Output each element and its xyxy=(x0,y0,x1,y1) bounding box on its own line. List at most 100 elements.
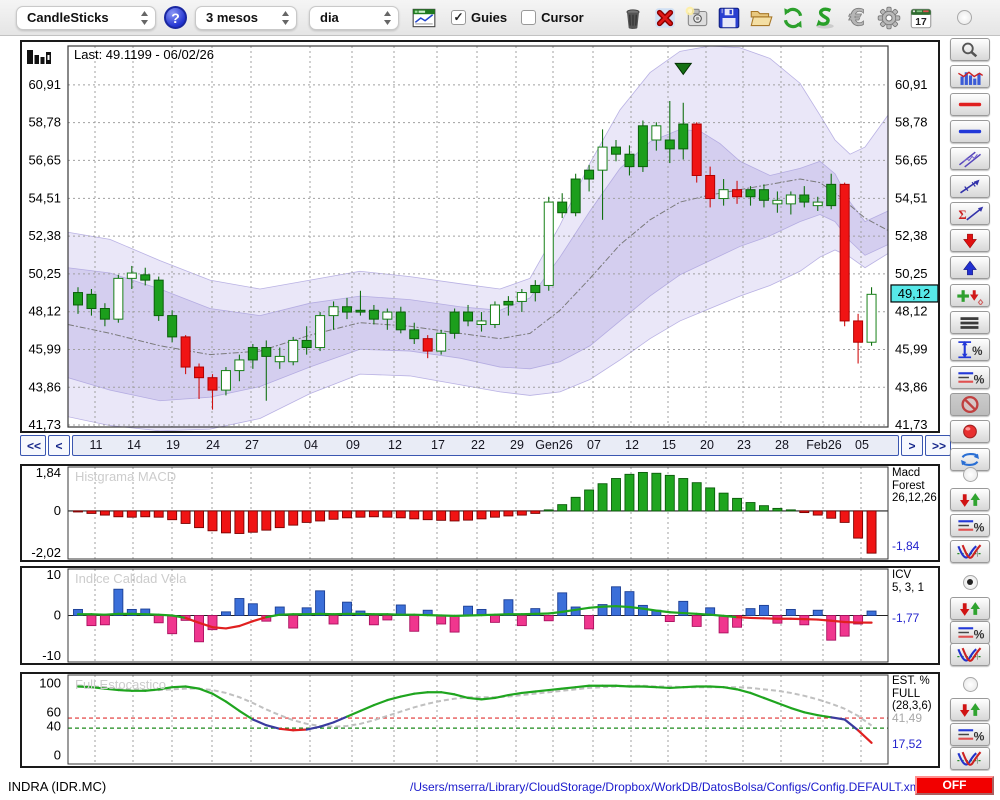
icv-signals-button[interactable] xyxy=(950,597,990,620)
period-select[interactable]: 3 mesos xyxy=(195,5,297,30)
indicator-chart-button[interactable] xyxy=(950,65,990,89)
checkbox-box[interactable]: ✓ xyxy=(451,10,466,25)
vertical-percent-button[interactable]: % xyxy=(950,338,990,362)
red-line-button[interactable] xyxy=(950,92,990,116)
stoch-percent-lines-button[interactable]: % xyxy=(950,723,990,746)
macd-signals-button[interactable] xyxy=(950,488,990,511)
svg-text:€: € xyxy=(848,5,865,30)
main-panel-radio[interactable] xyxy=(957,10,972,25)
record-button[interactable] xyxy=(950,420,990,444)
refresh-icon[interactable] xyxy=(780,3,806,33)
arrow-down-button[interactable] xyxy=(950,229,990,253)
svg-text:43,86: 43,86 xyxy=(28,379,61,394)
svg-text:%: % xyxy=(972,345,983,358)
levels-button[interactable] xyxy=(950,311,990,334)
macd-percent-lines-button[interactable]: % xyxy=(950,514,990,537)
sync-icon[interactable] xyxy=(812,3,838,33)
snapshot-icon[interactable] xyxy=(684,3,710,33)
chevron-updown-icon xyxy=(281,10,290,26)
date-tick-label: Gen26 xyxy=(535,438,573,452)
svg-text:-10: -10 xyxy=(42,648,61,663)
svg-text:10: 10 xyxy=(47,567,61,582)
date-tick-label: 29 xyxy=(510,438,524,452)
svg-text:0: 0 xyxy=(54,608,61,623)
macd-panel-radio[interactable] xyxy=(963,467,978,482)
date-tick-label: 28 xyxy=(775,438,789,452)
date-tick-label: 14 xyxy=(127,438,141,452)
svg-text:1,84: 1,84 xyxy=(36,465,61,480)
refresh-pair-button[interactable] xyxy=(950,447,990,471)
stoch-panel-radio[interactable] xyxy=(963,677,978,692)
delete-x-icon[interactable] xyxy=(652,3,678,33)
icv-curve-style-button[interactable] xyxy=(950,643,990,666)
checkbox-box[interactable] xyxy=(521,10,537,25)
nav-prev-button[interactable]: < xyxy=(48,435,70,456)
svg-text:0: 0 xyxy=(54,503,61,518)
price-chart-panel: 60,91 60,91 58,78 58,78 56,65 56,65 54,51 54,51… xyxy=(20,40,940,433)
euro-icon[interactable]: € xyxy=(844,3,870,33)
macd-curve-style-button[interactable] xyxy=(950,540,990,563)
svg-text:60,91: 60,91 xyxy=(28,77,61,92)
chart-type-select[interactable]: CandleSticks xyxy=(16,5,156,30)
help-button[interactable]: ? xyxy=(164,6,187,29)
forbid-button[interactable] xyxy=(950,392,990,416)
svg-text:54,51: 54,51 xyxy=(895,190,928,205)
trash-icon[interactable] xyxy=(620,3,646,33)
checkbox-label: Guies xyxy=(471,10,508,25)
checkbox-guies[interactable]: ✓ Guies xyxy=(451,10,507,25)
svg-text:Indice Calidad Vela: Indice Calidad Vela xyxy=(75,571,187,586)
svg-text:%: % xyxy=(974,729,985,743)
trendline-button[interactable] xyxy=(950,174,990,198)
date-tick-label: 09 xyxy=(346,438,360,452)
date-tick-label: 15 xyxy=(662,438,676,452)
nav-first-button[interactable]: << xyxy=(20,435,46,456)
open-folder-icon[interactable] xyxy=(748,3,774,33)
zoom-tool-button[interactable] xyxy=(950,38,990,61)
macd-histogram-chart[interactable]: 1,84 0 -2,02 Histgrama MACD xyxy=(20,464,940,562)
interval-select[interactable]: dia xyxy=(309,5,399,30)
nav-next-button[interactable]: > xyxy=(901,435,923,456)
nav-last-button[interactable]: >> xyxy=(925,435,951,456)
settings-gear-icon[interactable] xyxy=(876,3,902,33)
svg-text:Histgrama MACD: Histgrama MACD xyxy=(75,469,176,484)
chevron-updown-icon xyxy=(140,10,149,26)
chart-window-icon[interactable] xyxy=(411,3,437,33)
svg-text:49,12: 49,12 xyxy=(898,286,931,301)
date-tick-label: 27 xyxy=(245,438,259,452)
date-tick-label: Feb26 xyxy=(806,438,842,452)
off-button[interactable]: OFF xyxy=(915,776,994,795)
icv-percent-lines-button[interactable]: % xyxy=(950,621,990,644)
macd-name-label: Macd Forest 26,12,26 xyxy=(892,467,937,504)
stoch-name-label: EST. % FULL (28,3,6) xyxy=(892,675,932,712)
toolbar-icon-buttons: €17 xyxy=(614,3,934,33)
date-tick-label: 12 xyxy=(388,438,402,452)
svg-text:100: 100 xyxy=(39,676,61,691)
date-tick-label: 05 xyxy=(855,438,869,452)
svg-text:52,38: 52,38 xyxy=(895,228,928,243)
date-tick-label: 12 xyxy=(625,438,639,452)
volume-bars-icon[interactable] xyxy=(26,47,54,67)
date-axis-strip[interactable]: 11 14 19 24 27 04 09 12 17 22 29 Gen26 07 12 15 20 23 28 F… xyxy=(72,435,899,456)
lines-percent-button[interactable]: % xyxy=(950,365,990,389)
date-tick-label: 19 xyxy=(166,438,180,452)
symbol-label: INDRA (IDR.MC) xyxy=(8,779,107,794)
svg-text:0: 0 xyxy=(54,747,61,762)
checkbox-cursor[interactable]: Cursor xyxy=(521,10,584,25)
calendar-icon[interactable]: 17 xyxy=(908,3,934,33)
date-tick-label: 22 xyxy=(471,438,485,452)
arrow-up-button[interactable] xyxy=(950,256,990,280)
stoch-curve-style-button[interactable] xyxy=(950,747,990,770)
sum-trend-button[interactable]: Σ xyxy=(950,201,990,225)
price-candlestick-chart[interactable]: 60,91 60,91 58,78 58,78 56,65 56,65 54,51 54,51… xyxy=(20,40,940,433)
stoch-signals-button[interactable] xyxy=(950,698,990,721)
blue-line-button[interactable] xyxy=(950,119,990,143)
channel-button[interactable] xyxy=(950,147,990,171)
add-marker-button[interactable] xyxy=(950,283,990,307)
date-tick-label: 17 xyxy=(431,438,445,452)
toolbar-checkboxes: ✓ Guies Cursor xyxy=(437,10,584,25)
save-icon[interactable] xyxy=(716,3,742,33)
macd-panel: 1,84 0 -2,02 Histgrama MACD Macd Forest 26,12… xyxy=(20,464,940,562)
icv-bar-chart[interactable]: 10 0 -10 Indice Calidad Vela xyxy=(20,566,940,665)
icv-panel-radio[interactable] xyxy=(963,575,978,590)
